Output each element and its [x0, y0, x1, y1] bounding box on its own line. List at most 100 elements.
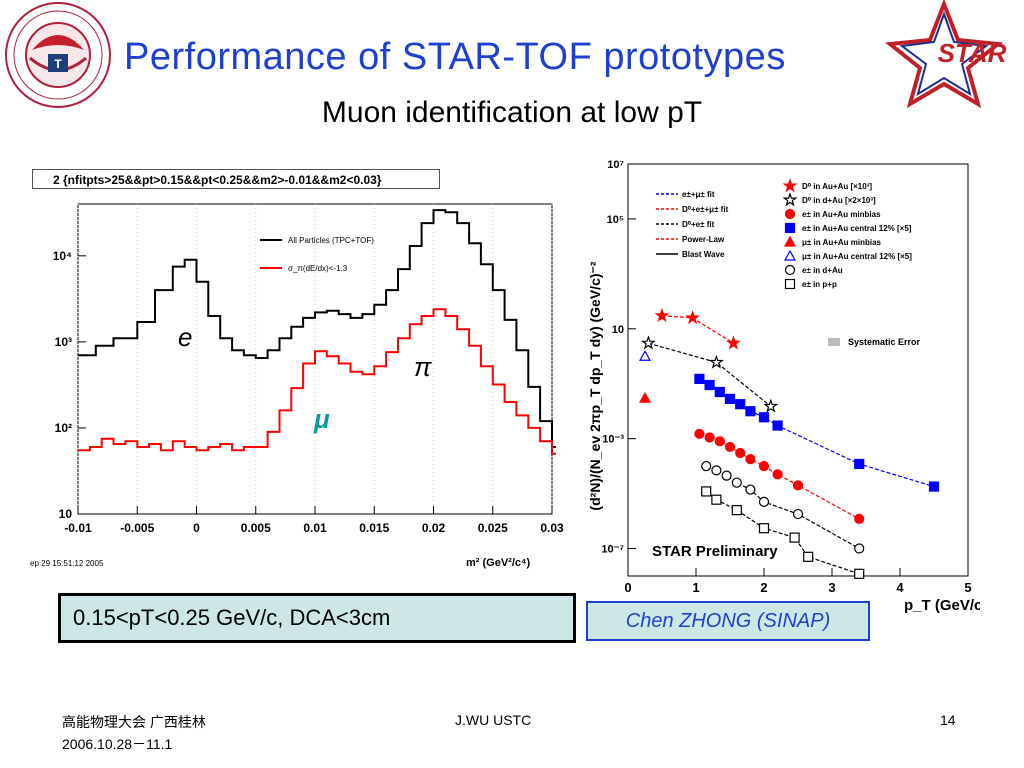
- spec-point: [708, 354, 724, 369]
- star-logo-text: STAR: [938, 38, 1007, 68]
- spec-legend-left-label: Blast Wave: [682, 250, 725, 259]
- spec-x-tick-label: 4: [896, 580, 904, 595]
- spec-point: [685, 310, 701, 325]
- spec-x-tick-label: 5: [964, 580, 971, 595]
- m2-histogram: -0.01 -0.005 0 0.005 0.01 0.015 0.02 0.025 0.03 …: [30, 203, 564, 569]
- spec-point: [758, 523, 770, 534]
- spec-point: [854, 513, 865, 524]
- spec-point: [725, 335, 741, 350]
- slide-title: Performance of STAR-TOF prototypes: [124, 36, 786, 78]
- systematic-swatch: [828, 338, 840, 346]
- spec-point: [854, 458, 865, 470]
- condition-box: 0.15<pT<0.25 GeV/c, DCA<3cm: [58, 593, 576, 643]
- spec-point: [638, 391, 652, 403]
- spec-point: [763, 398, 779, 413]
- spec-point: [711, 494, 722, 505]
- annotation-pi: π: [414, 352, 432, 382]
- spec-legend-right-label: e± in Au+Au minbias: [802, 210, 881, 219]
- spec-point: [711, 465, 722, 476]
- spec-point: [782, 178, 798, 193]
- spec-point: [745, 406, 756, 417]
- spec-point: [694, 373, 705, 384]
- spec-y-ticks: 10⁷ 10⁵ 10 10⁻³ 10⁻⁷: [601, 159, 636, 556]
- spec-point: [694, 428, 705, 439]
- hist-y-tick-label: 10³: [55, 335, 72, 349]
- hist-x-axis-label: m² (GeV²/c⁴): [466, 557, 530, 569]
- spec-point: [701, 486, 712, 497]
- spec-point: [731, 505, 742, 516]
- pt-spectra-chart: 10⁷ 10⁵ 10 10⁻³ 10⁻⁷ 0 1 2 3 4 5 (d²N)/(N_ev 2πp_…: [587, 159, 980, 614]
- cut-string: 2 {nfitpts>25&&pt>0.15&&pt<0.25&&m2>-0.0…: [32, 169, 440, 189]
- hist-x-tick-label: 0.015: [359, 521, 389, 535]
- spec-point: [701, 461, 712, 472]
- spec-point: [792, 508, 804, 520]
- hist-series-sigma: [78, 308, 556, 455]
- spec-point: [803, 551, 814, 562]
- hist-series-all: [78, 209, 556, 448]
- spec-point: [721, 470, 732, 481]
- spec-y-tick-label: 10⁵: [607, 214, 624, 226]
- hist-y-tick-label: 10: [59, 507, 73, 521]
- spec-legend-right-label: e± in Au+Au central 12% [×5]: [802, 224, 912, 233]
- spec-x-tick-label: 2: [760, 580, 767, 595]
- hist-timestamp: ep 29 15:51:12 2005: [30, 559, 104, 568]
- hist-x-tick-label: 0.02: [422, 521, 446, 535]
- hist-x-ticks: -0.01 -0.005 0 0.005 0.01 0.015 0.02 0.025 0.03: [64, 506, 564, 535]
- spec-point: [735, 399, 746, 410]
- spec-legend-right-label: μ± in Au+Au central 12% [×5]: [802, 252, 912, 261]
- spec-point: [789, 532, 800, 543]
- spec-point: [784, 208, 796, 220]
- hist-x-tick-label: 0.01: [303, 521, 327, 535]
- spec-y-tick-label: 10⁷: [607, 159, 624, 171]
- spec-x-tick-label: 3: [828, 580, 835, 595]
- spec-point: [638, 350, 652, 361]
- spec-x-tick-label: 1: [692, 580, 699, 595]
- spec-legend-left-label: D⁰+e± fit: [682, 220, 715, 229]
- spec-fit-curve: [648, 342, 772, 407]
- spec-legend-right-label: D⁰ in Au+Au [×10³]: [802, 182, 872, 191]
- hist-y-tick-label: 10⁴: [53, 249, 72, 263]
- spec-point: [724, 393, 736, 405]
- legend-label-sigma: σ_π(dE/dx)<-1.3: [288, 264, 348, 273]
- hist-x-tick-label: 0.025: [478, 521, 508, 535]
- spec-point: [654, 307, 670, 322]
- annotation-e: e: [178, 322, 192, 352]
- spec-y-axis-label: (d²N)/(N_ev 2πp_T dp_T dy) (GeV/c)⁻²: [587, 261, 603, 510]
- spec-legend-right-label: e± in p+p: [802, 280, 837, 289]
- spec-point: [783, 235, 797, 247]
- legend-label-all: All Particles (TPC+TOF): [288, 236, 374, 245]
- spec-point: [758, 461, 770, 472]
- hist-y-ticks: 10 10² 10³ 10⁴: [53, 249, 86, 521]
- spec-y-tick-label: 10⁻³: [602, 434, 624, 446]
- spec-point: [714, 386, 725, 398]
- spec-point: [928, 481, 940, 492]
- spec-point: [640, 335, 656, 350]
- page-number: 14: [940, 712, 956, 728]
- systematic-label: Systematic Error: [848, 337, 921, 347]
- hist-x-tick-label: 0.03: [540, 521, 564, 535]
- ustc-logo: T: [5, 2, 111, 108]
- hist-x-tick-label: 0.005: [241, 521, 271, 535]
- hist-x-tick-label: 0: [193, 521, 200, 535]
- spec-legend-right-label: μ± in Au+Au minbias: [802, 238, 882, 247]
- spec-point: [704, 432, 715, 443]
- footer-author: J.WU USTC: [455, 712, 532, 728]
- hist-x-tick-label: -0.005: [120, 521, 154, 535]
- spec-legend-left: e±+μ± fit D⁰+e±+μ± fit D⁰+e± fit Power-Law B…: [656, 190, 729, 259]
- spec-point: [792, 480, 804, 491]
- spec-point: [784, 222, 796, 234]
- spec-legend-left-label: Power-Law: [682, 235, 725, 244]
- spec-point: [782, 192, 798, 207]
- slide-subtitle: Muon identification at low pT: [321, 96, 703, 129]
- spec-point: [724, 441, 736, 453]
- spec-point: [854, 568, 865, 579]
- author-box: Chen ZHONG (SINAP): [586, 601, 870, 641]
- spec-point: [772, 469, 783, 480]
- spec-point: [854, 543, 865, 554]
- spec-points: [638, 307, 940, 579]
- footer-conference: 高能物理大会 广西桂林: [62, 714, 206, 730]
- spec-point: [783, 249, 797, 261]
- spec-title: STAR Preliminary: [652, 543, 778, 560]
- spec-point: [735, 447, 746, 459]
- spec-point: [745, 484, 756, 495]
